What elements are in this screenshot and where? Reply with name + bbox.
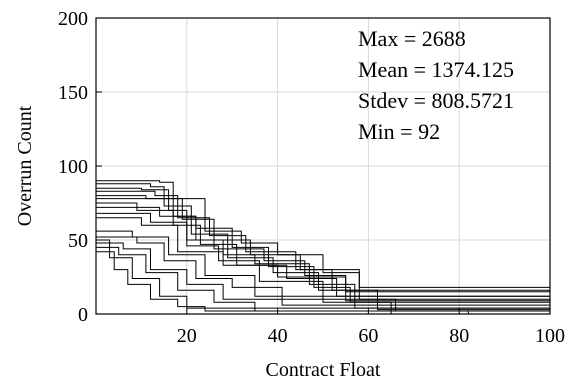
- series-line-6: [96, 198, 551, 314]
- series-line-2: [96, 183, 550, 315]
- series-line-14: [96, 246, 551, 314]
- series-line-15: [96, 239, 551, 314]
- series-line-8: [96, 206, 551, 314]
- series-line-16: [96, 251, 551, 314]
- y-axis-label: Overrun Count: [14, 105, 36, 226]
- stat-stdev: Stdev = 808.5721: [358, 88, 514, 113]
- y-axis: 0 50 100 150 200: [58, 8, 102, 326]
- series-line-11: [96, 230, 551, 314]
- series-line-10: [96, 217, 551, 314]
- y-tick-label: 50: [68, 230, 88, 252]
- stat-max: Max = 2688: [358, 26, 466, 51]
- stats-annotation: Max = 2688 Mean = 1374.125 Stdev = 808.5…: [358, 26, 514, 144]
- x-tick-label: 20: [177, 325, 197, 347]
- series-line-3: [96, 187, 551, 314]
- grid: [96, 18, 550, 314]
- x-tick-label: 60: [358, 325, 378, 347]
- series-line-12: [96, 236, 551, 314]
- y-tick-label: 0: [78, 304, 88, 326]
- x-tick-label: 40: [268, 325, 288, 347]
- stat-mean: Mean = 1374.125: [358, 57, 514, 82]
- series-line-7: [96, 202, 551, 314]
- x-tick-label: 100: [535, 325, 565, 347]
- stat-min: Min = 92: [358, 119, 440, 144]
- y-tick-label: 200: [58, 8, 88, 30]
- series-line-4: [96, 190, 551, 314]
- plot-area: [96, 180, 551, 315]
- y-tick-label: 150: [58, 82, 88, 104]
- x-axis: 20 40 60 80 100: [177, 308, 565, 347]
- x-tick-label: 80: [449, 325, 469, 347]
- x-axis-label: Contract Float: [266, 359, 381, 381]
- y-tick-label: 100: [58, 156, 88, 178]
- series-line-13: [96, 242, 551, 314]
